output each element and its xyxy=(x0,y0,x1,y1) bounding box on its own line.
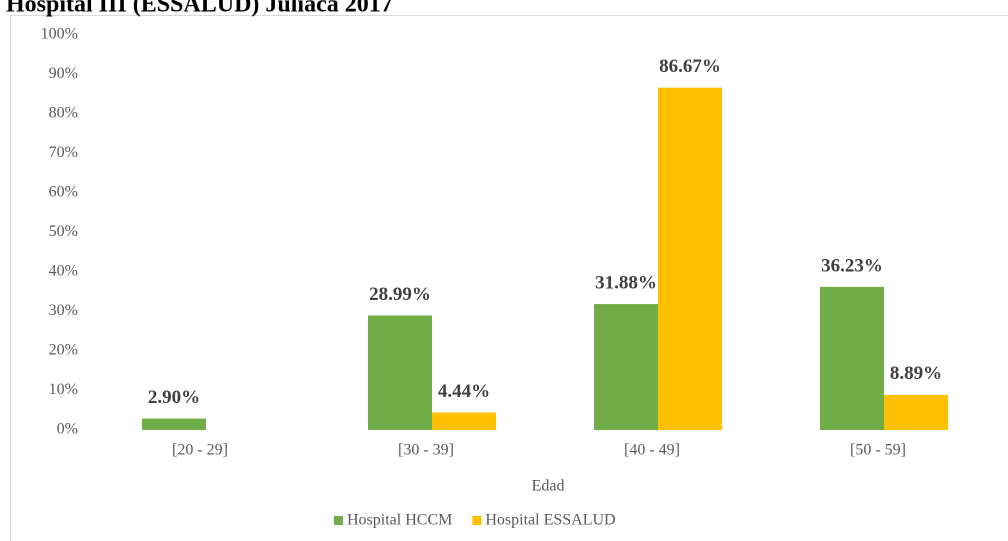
data-label: 4.44% xyxy=(438,381,490,402)
chart-title: Hospital III (ESSALUD) Juliaca 2017 xyxy=(6,0,393,18)
data-label: 31.88% xyxy=(595,272,657,293)
data-label: 36.23% xyxy=(821,255,883,276)
y-tick-label: 60% xyxy=(49,184,78,201)
x-tick-label: [20 - 29] xyxy=(172,442,228,459)
data-label: 86.67% xyxy=(659,56,721,77)
data-label: 2.90% xyxy=(148,387,200,408)
x-tick-label: [40 - 49] xyxy=(624,442,680,459)
y-tick-label: 20% xyxy=(49,342,78,359)
x-axis-label: Edad xyxy=(532,478,565,495)
x-tick-label: [30 - 39] xyxy=(398,442,454,459)
legend-swatch xyxy=(334,516,343,525)
y-tick-label: 10% xyxy=(49,381,78,398)
y-tick-label: 30% xyxy=(49,302,78,319)
y-tick-label: 50% xyxy=(49,223,78,240)
bar xyxy=(594,304,658,430)
legend-label: Hospital HCCM xyxy=(347,512,452,529)
y-tick-label: 80% xyxy=(49,105,78,122)
bar xyxy=(658,87,722,430)
y-tick-label: 100% xyxy=(41,26,78,43)
y-tick-label: 40% xyxy=(49,263,78,280)
bar xyxy=(432,412,496,430)
data-label: 8.89% xyxy=(890,363,942,384)
y-tick-label: 0% xyxy=(57,421,78,438)
y-tick-label: 90% xyxy=(49,65,78,82)
x-tick-label: [50 - 59] xyxy=(850,442,906,459)
legend-swatch xyxy=(472,516,482,525)
data-label: 28.99% xyxy=(369,284,431,305)
bar xyxy=(820,286,884,430)
chart-frame xyxy=(10,15,1008,541)
bar xyxy=(884,394,948,430)
bar xyxy=(368,315,432,430)
bar xyxy=(142,418,206,430)
y-tick-label: 70% xyxy=(49,144,78,161)
legend-label: Hospital ESSALUD xyxy=(485,512,615,529)
